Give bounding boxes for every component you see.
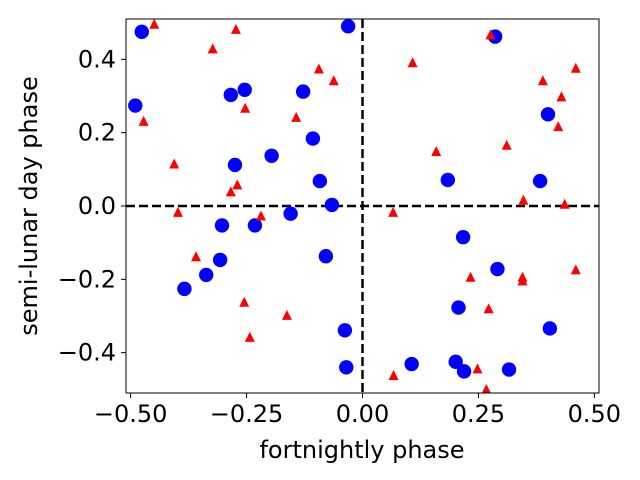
data-point-triangle <box>501 139 512 150</box>
x-tick-label: 0.25 <box>452 400 505 428</box>
y-tick-label: 0.4 <box>78 45 116 73</box>
data-point-circle <box>177 281 192 297</box>
data-point-circle <box>134 24 149 40</box>
data-point-triangle <box>149 19 160 29</box>
data-point-circle <box>324 197 340 213</box>
data-point-circle <box>305 131 321 146</box>
data-point-circle <box>404 356 419 372</box>
data-point-triangle <box>472 363 483 374</box>
data-point-triangle <box>138 115 149 126</box>
data-point-triangle <box>291 111 302 122</box>
data-point-circle <box>264 148 279 163</box>
data-point-circle <box>532 173 548 189</box>
data-point-triangle <box>225 186 236 197</box>
data-point-triangle <box>191 251 202 262</box>
data-point-circle <box>247 218 263 233</box>
data-point-triangle <box>328 75 339 86</box>
y-tick-label: −0.2 <box>58 265 116 293</box>
data-point-triangle <box>230 23 241 34</box>
data-point-circle <box>199 267 214 283</box>
data-point-circle <box>542 321 558 336</box>
y-tick-label: 0.2 <box>78 119 116 147</box>
data-point-circle <box>223 87 239 103</box>
data-point-triangle <box>465 271 476 282</box>
x-tick-label: −0.50 <box>94 400 168 428</box>
data-point-triangle <box>559 198 570 209</box>
y-tick-label: −0.4 <box>58 339 116 367</box>
x-tick-label: −0.25 <box>210 400 284 428</box>
data-point-triangle <box>518 194 529 205</box>
data-point-circle <box>283 206 298 221</box>
x-tick-label: 0.50 <box>568 400 621 428</box>
data-point-triangle <box>172 206 183 217</box>
data-point-circle <box>214 218 230 233</box>
data-point-circle <box>312 173 328 189</box>
data-point-triangle <box>388 370 399 381</box>
data-point-circle <box>540 107 556 122</box>
data-point-circle <box>339 360 354 375</box>
data-point-circle <box>212 252 228 268</box>
data-point-circle <box>340 19 356 34</box>
data-point-circle <box>456 364 472 379</box>
data-point-circle <box>501 362 517 377</box>
data-points <box>128 19 581 393</box>
data-point-triangle <box>553 121 564 132</box>
data-point-triangle <box>207 43 218 54</box>
data-point-triangle <box>239 296 250 307</box>
data-point-circle <box>448 354 463 370</box>
data-point-triangle <box>517 275 528 286</box>
y-axis-label: semi-lunar day phase <box>15 76 43 335</box>
data-point-circle <box>455 229 471 245</box>
data-point-triangle <box>570 62 581 73</box>
tick-labels: −0.50 −0.25 0.00 0.25 0.50 −0.4 −0.2 0.0 0.2 0.4 <box>58 45 621 428</box>
data-point-circle <box>237 82 252 97</box>
data-point-triangle <box>481 383 491 393</box>
data-point-circle <box>128 98 143 113</box>
data-point-triangle <box>313 63 324 74</box>
data-point-triangle <box>240 102 251 113</box>
x-axis-label: fortnightly phase <box>259 436 464 464</box>
data-point-circle <box>451 300 466 315</box>
reference-lines <box>126 19 599 393</box>
data-point-triangle <box>483 303 494 314</box>
data-point-triangle <box>407 57 418 68</box>
data-point-triangle <box>255 210 266 221</box>
data-point-circle <box>227 157 243 173</box>
data-point-triangle <box>169 158 180 169</box>
y-tick-label: 0.0 <box>78 192 116 220</box>
x-tick-label: 0.00 <box>336 400 389 428</box>
data-point-circle <box>490 261 505 277</box>
data-point-circle <box>295 84 311 99</box>
data-point-triangle <box>556 91 567 102</box>
data-point-triangle <box>388 206 399 217</box>
data-point-circle <box>440 172 456 188</box>
data-point-triangle <box>281 309 292 320</box>
data-point-circle <box>318 249 334 264</box>
data-point-triangle <box>485 29 496 40</box>
data-point-triangle <box>232 179 243 190</box>
data-point-triangle <box>244 331 255 342</box>
data-point-triangle <box>570 264 581 275</box>
data-point-triangle <box>537 75 548 86</box>
data-point-triangle <box>431 146 442 156</box>
data-point-circle <box>337 323 353 338</box>
